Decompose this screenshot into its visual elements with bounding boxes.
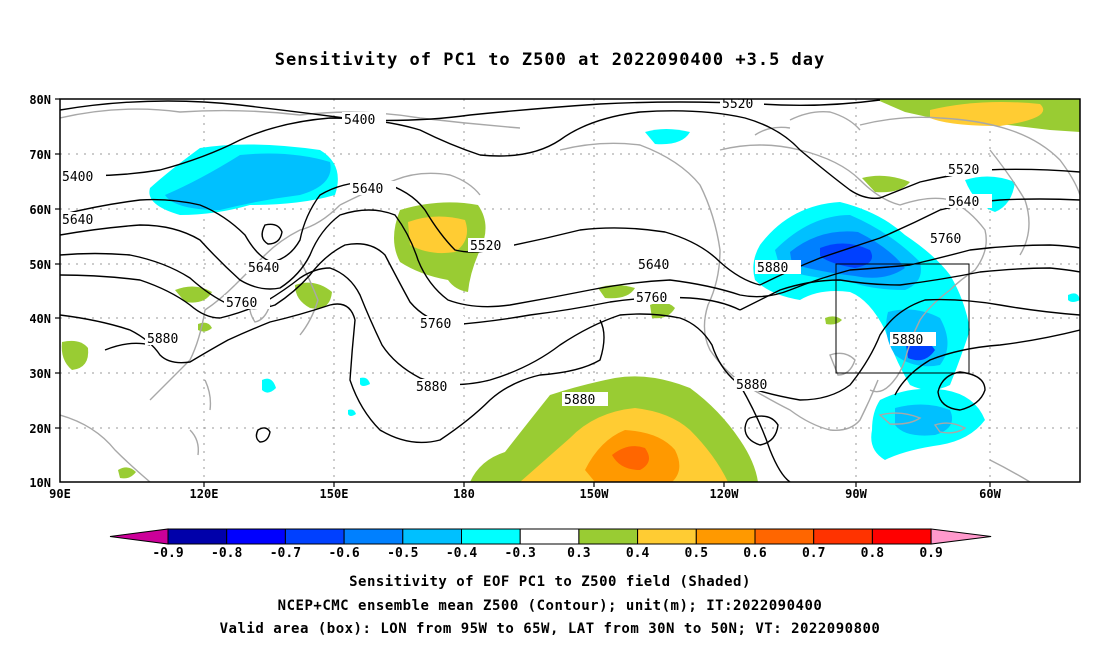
caption-line-3: Valid area (box): LON from 95W to 65W, L… xyxy=(219,621,881,637)
colorbar-tick-label: 0.3 xyxy=(567,546,590,561)
contour-label: 5760 xyxy=(420,317,451,332)
caption-line-2: NCEP+CMC ensemble mean Z500 (Contour); u… xyxy=(277,598,823,614)
valid-area-box xyxy=(835,263,970,374)
contour-label: 5880 xyxy=(147,332,178,347)
contour-label: 5880 xyxy=(416,380,447,395)
lat-tick-label: 20N xyxy=(29,422,51,436)
colorbar-tick-label: 0.5 xyxy=(685,546,708,561)
colorbar-cell xyxy=(578,528,639,545)
lon-tick-label: 90W xyxy=(845,487,867,501)
colorbar-tick-label: -0.8 xyxy=(211,546,242,561)
lat-tick-label: 70N xyxy=(29,148,51,162)
contour-label: 5880 xyxy=(564,393,595,408)
contour-label: 5400 xyxy=(344,113,375,128)
lat-tick-label: 50N xyxy=(29,258,51,272)
contour-labels xyxy=(60,99,992,406)
contour-label: 5760 xyxy=(226,296,257,311)
colorbar-cell xyxy=(402,528,462,545)
colorbar-tick-label: 0.9 xyxy=(919,546,942,561)
colorbar-tick-label: -0.6 xyxy=(328,546,359,561)
lon-tick-label: 120E xyxy=(190,487,219,501)
contour-label: 5880 xyxy=(757,261,788,276)
lat-tick-label: 60N xyxy=(29,203,51,217)
colorbar-tick-label: 0.4 xyxy=(626,546,650,561)
contour-label: 5760 xyxy=(930,232,961,247)
page-title: Sensitivity of PC1 to Z500 at 2022090400… xyxy=(274,50,826,70)
lon-tick-label: 180 xyxy=(453,487,475,501)
colorbar: -0.9 -0.8 -0.7 -0.6 -0.5 -0.4 -0.3 0.3 0.4 0.5 0.6… xyxy=(109,528,992,561)
colorbar-cell xyxy=(226,528,286,545)
contour-label: 5640 xyxy=(62,213,93,228)
colorbar-tick-label: 0.8 xyxy=(861,546,885,561)
contour-label: 5640 xyxy=(638,258,669,273)
contour-label: 5880 xyxy=(736,378,767,393)
colorbar-tick-label: -0.7 xyxy=(270,546,301,561)
z500-contours xyxy=(60,99,1080,482)
colorbar-tick-label: -0.3 xyxy=(505,546,536,561)
colorbar-cell xyxy=(754,528,815,545)
lat-tick-label: 30N xyxy=(29,367,51,381)
contour-label: 5640 xyxy=(248,261,279,276)
latitude-labels: 80N 70N 60N 50N 40N 30N 20N 10N xyxy=(29,93,51,490)
caption-line-1: Sensitivity of EOF PC1 to Z500 field (Sh… xyxy=(349,574,751,590)
colorbar-tick-label: -0.5 xyxy=(387,546,418,561)
colorbar-extend-high xyxy=(930,528,992,545)
contour-label: 5400 xyxy=(62,170,93,185)
lat-tick-label: 40N xyxy=(29,312,51,326)
colorbar-cell xyxy=(637,528,697,545)
contour-label: 5520 xyxy=(948,163,979,178)
longitude-labels: 90E 120E 150E 180 150W 120W 90W 60W xyxy=(49,487,1001,501)
colorbar-tick-label: 0.6 xyxy=(743,546,767,561)
colorbar-labels: -0.9 -0.8 -0.7 -0.6 -0.5 -0.4 -0.3 0.3 0.4 0.5 0.6… xyxy=(152,546,942,561)
sensitivity-shading xyxy=(61,99,1080,482)
colorbar-cells xyxy=(109,528,992,545)
colorbar-cell xyxy=(813,528,873,545)
colorbar-tick-label: -0.4 xyxy=(446,546,477,561)
map-plot-area: 5520 5400 5400 5640 5640 5520 5520 5640 … xyxy=(60,97,1080,482)
contour-label: 5640 xyxy=(352,182,383,197)
colorbar-cell xyxy=(284,528,345,545)
colorbar-cell xyxy=(871,528,932,545)
lon-tick-label: 150E xyxy=(320,487,349,501)
colorbar-cell xyxy=(461,528,521,545)
plot-frame xyxy=(59,98,1081,483)
colorbar-cell xyxy=(695,528,756,545)
colorbar-tick-label: 0.7 xyxy=(802,546,825,561)
contour-label: 5520 xyxy=(722,97,753,112)
lat-tick-label: 80N xyxy=(29,93,51,107)
colorbar-cell xyxy=(343,528,404,545)
lon-tick-label: 150W xyxy=(580,487,610,501)
lat-tick-label: 10N xyxy=(29,476,51,490)
contour-label: 5760 xyxy=(636,291,667,306)
contour-label: 5640 xyxy=(948,195,979,210)
colorbar-cell xyxy=(519,528,580,545)
axis-ticks xyxy=(55,98,991,487)
lon-tick-label: 60W xyxy=(979,487,1001,501)
lon-tick-label: 90E xyxy=(49,487,71,501)
lon-tick-label: 120W xyxy=(710,487,740,501)
colorbar-extend-low xyxy=(109,528,169,545)
colorbar-cell xyxy=(167,528,228,545)
colorbar-tick-label: -0.9 xyxy=(152,546,183,561)
contour-label-text: 5520 5400 5400 5640 5640 5520 5520 5640 … xyxy=(62,97,979,408)
contour-label: 5520 xyxy=(470,239,501,254)
contour-label: 5880 xyxy=(892,333,923,348)
